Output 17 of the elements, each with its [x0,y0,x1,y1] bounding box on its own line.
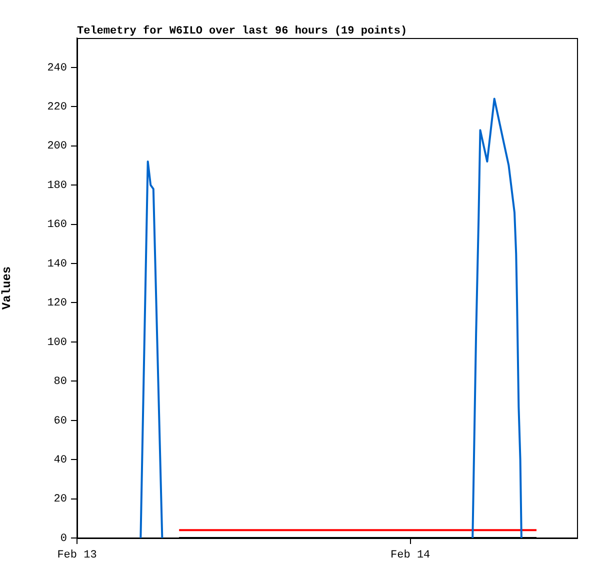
y-tick-label: 60 [54,415,67,428]
y-tick-label: 200 [47,140,67,153]
chart-title: Telemetry for W6ILO over last 96 hours (19 points) [77,24,408,38]
y-axis-title: Values [0,266,14,310]
y-tick-label: 20 [54,494,67,506]
y-tick-label: 220 [47,102,67,114]
x-tick-label: Feb 14 [390,550,431,562]
y-tick-label: 80 [54,376,67,388]
y-tick-label: 240 [47,62,67,74]
y-tick-label: 140 [47,258,67,270]
y-tick-label: 0 [60,532,67,545]
y-tick-label: 40 [54,454,67,466]
x-tick-label: Feb 13 [57,550,97,562]
y-tick-label: 180 [47,180,67,192]
y-tick-label: 160 [47,219,67,232]
y-tick-label: 100 [47,336,67,349]
y-tick-label: 120 [47,298,67,310]
